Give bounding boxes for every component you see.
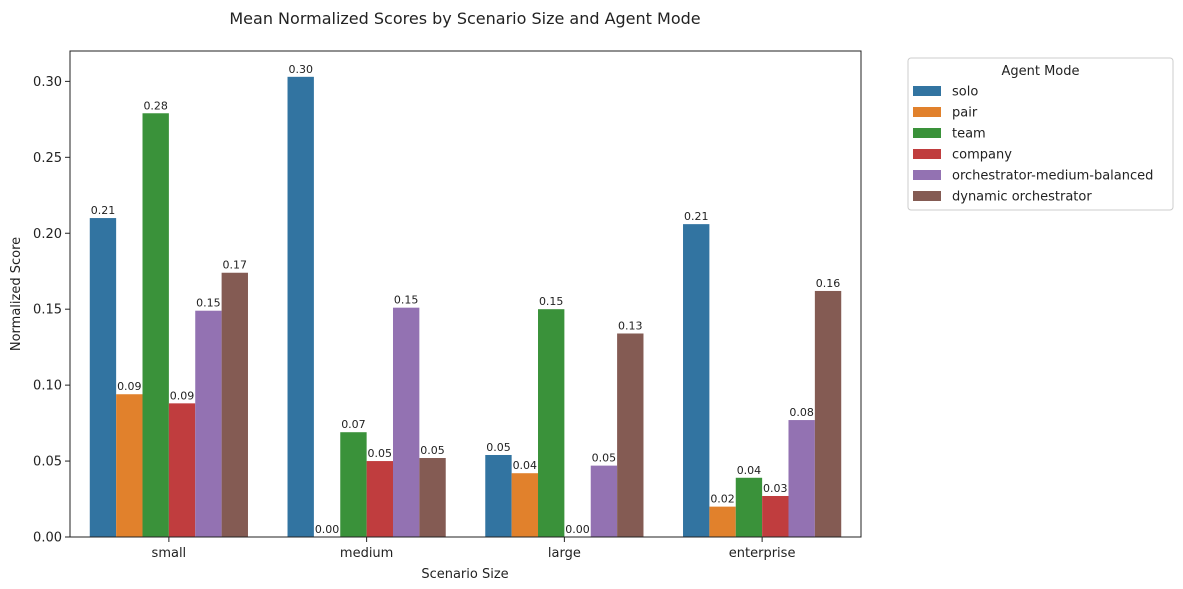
bar-solo-enterprise <box>683 224 710 537</box>
bar-orchestrator-medium-balanced-enterprise <box>788 420 815 537</box>
y-tick-label: 0.05 <box>33 455 62 470</box>
bar-pair-large <box>511 473 539 537</box>
legend-swatch <box>913 191 941 201</box>
legend-entry: dynamic orchestrator <box>952 190 1092 205</box>
legend-entry: solo <box>952 85 978 100</box>
legend-swatch <box>913 86 941 96</box>
data-label: 0.03 <box>763 482 788 495</box>
bar-solo-large <box>485 454 512 537</box>
bar-pair-enterprise <box>709 506 736 538</box>
x-tick-label: enterprise <box>729 546 796 561</box>
bar-orchestrator-medium-balanced-medium <box>392 307 420 537</box>
bar-orchestrator-medium-balanced-small <box>195 310 222 537</box>
legend-swatch <box>913 107 941 117</box>
plot-frame <box>69 50 862 538</box>
bar-team-enterprise <box>735 477 763 537</box>
data-label: 0.05 <box>368 447 393 460</box>
data-label: 0.02 <box>710 493 735 506</box>
legend-entry: team <box>952 127 986 142</box>
data-label: 0.28 <box>143 99 168 112</box>
bar-team-small <box>142 113 169 538</box>
bar-team-medium <box>340 432 367 537</box>
data-label: 0.21 <box>684 210 709 223</box>
bar-company-enterprise <box>762 495 789 537</box>
data-label: 0.13 <box>618 319 643 332</box>
bar-solo-medium <box>287 76 314 537</box>
x-tick-label: small <box>152 546 187 561</box>
bars-layer <box>89 76 842 538</box>
y-axis-title: Normalized Score <box>9 237 24 351</box>
legend-swatch <box>913 128 941 138</box>
data-label: 0.00 <box>315 523 340 536</box>
bar-pair-small <box>116 394 143 537</box>
x-axis-title: Scenario Size <box>421 567 508 582</box>
bar-dynamic-orchestrator-enterprise <box>814 290 842 537</box>
data-label: 0.05 <box>486 441 511 454</box>
data-label: 0.09 <box>170 389 195 402</box>
bar-company-medium <box>366 461 393 537</box>
y-tick-label: 0.15 <box>33 303 62 318</box>
legend-entry: orchestrator-medium-balanced <box>952 169 1153 184</box>
data-label: 0.07 <box>341 418 366 431</box>
data-label: 0.16 <box>816 277 841 290</box>
legend-swatch <box>913 170 941 180</box>
legend-entry: company <box>952 148 1012 163</box>
data-label: 0.05 <box>592 452 617 465</box>
bar-solo-small <box>89 218 117 537</box>
data-label: 0.04 <box>513 459 538 472</box>
data-label: 0.08 <box>789 406 814 419</box>
data-label: 0.15 <box>539 295 564 308</box>
legend-box <box>907 57 1174 211</box>
bar-company-small <box>168 403 196 537</box>
data-label: 0.04 <box>737 464 762 477</box>
data-label: 0.09 <box>117 380 142 393</box>
y-tick-label: 0.00 <box>33 531 62 546</box>
y-tick-label: 0.30 <box>33 75 62 90</box>
legend: Agent Mode solo pair team company orchestrato… <box>907 57 1174 211</box>
data-label: 0.15 <box>394 294 419 307</box>
chart-title: Mean Normalized Scores by Scenario Size … <box>229 9 700 28</box>
bar-team-large <box>538 309 565 537</box>
y-tick-label: 0.10 <box>33 379 62 394</box>
annotation-label: 0.00 <box>565 523 590 536</box>
legend-title: Agent Mode <box>1001 64 1079 79</box>
x-tick-label: medium <box>340 546 393 561</box>
x-tick-label: large <box>548 546 581 561</box>
data-label: 0.30 <box>288 63 313 76</box>
data-label: 0.17 <box>223 259 248 272</box>
y-tick-label: 0.25 <box>33 151 62 166</box>
legend-swatch <box>913 149 941 159</box>
bar-orchestrator-medium-balanced-large <box>590 465 618 537</box>
bar-dynamic-orchestrator-small <box>221 272 248 537</box>
data-label: 0.21 <box>91 204 116 217</box>
bar-dynamic-orchestrator-large <box>617 333 644 537</box>
data-labels-layer: 0.21 0.09 0.28 0.09 0.15 0.17 0.30 0.00 0.07 0.05… <box>91 63 841 536</box>
bar-dynamic-orchestrator-medium <box>419 458 446 537</box>
data-label: 0.05 <box>420 444 445 457</box>
axes-layer: 0.00 0.05 0.10 0.15 0.20 0.25 0.30 small medium l… <box>33 50 862 561</box>
legend-entry: pair <box>952 106 978 121</box>
data-label: 0.15 <box>196 297 221 310</box>
y-tick-label: 0.20 <box>33 227 62 242</box>
